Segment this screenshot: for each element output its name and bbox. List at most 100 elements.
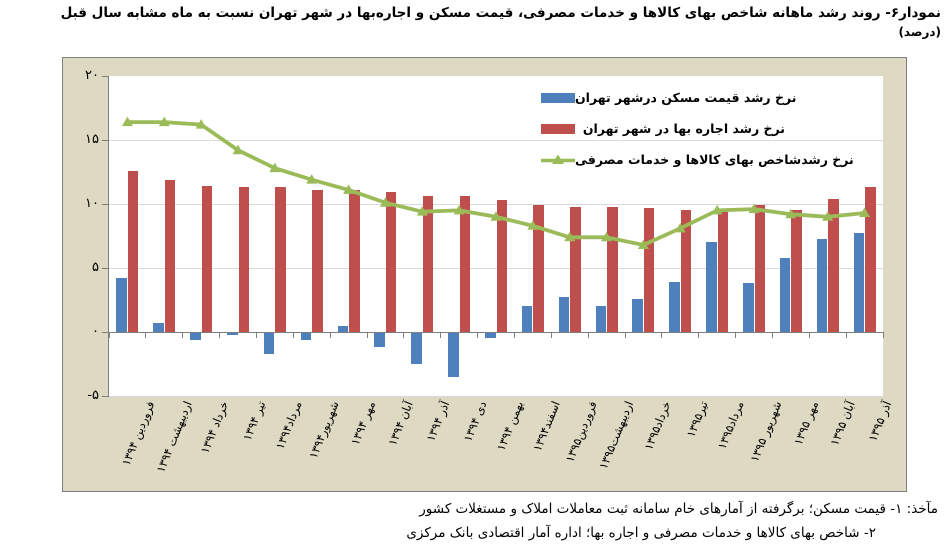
footnote-source-2: ۲- شاخص بهای کالاها و خدمات مصرفی و اجار… bbox=[406, 525, 876, 542]
x-axis-tick bbox=[403, 332, 405, 338]
bar-house-price-تیر ۱۳۹۴ bbox=[227, 332, 238, 335]
bar-house-price-آبان ۱۳۹۵ bbox=[816, 238, 828, 332]
y-axis-tick bbox=[102, 395, 109, 397]
cpi-marker-مهر ۱۳۹۴ bbox=[343, 184, 355, 194]
cpi-marker-خرداد ۱۳۹۴ bbox=[195, 119, 207, 129]
x-axis-tick bbox=[255, 332, 257, 338]
bar-rent-مهر ۱۳۹۴ bbox=[349, 189, 360, 332]
bar-rent-اردیبهشت ۱۳۹۴ bbox=[164, 179, 176, 332]
y-axis-tick bbox=[102, 139, 109, 141]
x-axis-label: آبان ۱۳۹۴ bbox=[384, 399, 416, 448]
gridline bbox=[109, 139, 883, 141]
bar-rent-آبان ۱۳۹۴ bbox=[385, 192, 397, 332]
bar-house-price-مهر ۱۳۹۵ bbox=[779, 257, 791, 332]
x-axis-label: شهریور ۱۳۹۵ bbox=[746, 399, 784, 464]
gridline bbox=[109, 395, 883, 397]
x-axis-label: دی ۱۳۹۴ bbox=[460, 399, 490, 444]
x-axis-tick bbox=[587, 332, 589, 338]
bar-rent-بهمن ۱۳۹۴ bbox=[496, 200, 507, 332]
x-axis-label: شهریور۱۳۹۴ bbox=[305, 399, 342, 461]
x-axis-tick bbox=[366, 332, 368, 338]
cpi-marker-تیر ۱۳۹۴ bbox=[232, 144, 244, 155]
bar-house-price-تیر۱۳۹۵ bbox=[669, 282, 680, 332]
cpi-marker-مرداد۱۳۹۴ bbox=[269, 162, 281, 173]
chart-title-text: نمودار۶- روند رشد ماهانه شاخص بهای کالاه… bbox=[60, 5, 941, 21]
x-axis-zero-line bbox=[109, 331, 883, 333]
bar-rent-اسفند۱۳۹۴ bbox=[533, 205, 544, 332]
x-axis-tick bbox=[735, 332, 737, 338]
cpi-marker-اردیبهشت ۱۳۹۴ bbox=[158, 116, 170, 127]
x-axis-label: مرداد۱۳۹۴ bbox=[272, 399, 305, 452]
legend-swatch-house-price bbox=[541, 92, 575, 103]
bar-house-price-فروردین ۱۳۹۴ bbox=[116, 278, 127, 332]
x-axis-label: خرداد ۱۳۹۴ bbox=[197, 399, 232, 456]
x-axis-label: مهر ۱۳۹۵ bbox=[790, 399, 821, 448]
legend-item-house-price: نرخ رشد قیمت مسکن درشهر تهران bbox=[541, 82, 796, 113]
gridline bbox=[109, 203, 883, 205]
cpi-marker-فروردین۱۳۹۵ bbox=[564, 231, 576, 242]
bar-rent-اردیبهشت۱۳۹۵ bbox=[607, 206, 618, 332]
bar-house-price-آذر ۱۳۹۵ bbox=[853, 233, 865, 332]
x-axis-tick bbox=[182, 332, 184, 338]
bar-rent-فروردین ۱۳۹۴ bbox=[127, 170, 139, 332]
x-axis-label: اسفند۱۳۹۴ bbox=[530, 399, 563, 454]
cpi-marker-دی ۱۳۹۴ bbox=[453, 204, 465, 215]
cpi-marker-خرداد۱۳۹۵ bbox=[637, 239, 649, 249]
x-axis-tick bbox=[329, 332, 331, 338]
x-axis-label: تیر ۱۳۹۴ bbox=[239, 399, 268, 443]
bar-house-price-خرداد ۱۳۹۴ bbox=[190, 332, 201, 340]
cpi-marker-اسفند۱۳۹۴ bbox=[527, 220, 539, 230]
x-axis-label: مرداد۱۳۹۵ bbox=[715, 399, 748, 452]
x-axis-label: تیر۱۳۹۵ bbox=[683, 399, 711, 440]
bar-rent-مهر ۱۳۹۵ bbox=[791, 210, 802, 332]
bar-house-price-فروردین۱۳۹۵ bbox=[558, 297, 570, 332]
legend-item-rent: نرخ رشد اجاره بها در شهر تهران bbox=[541, 113, 795, 144]
y-axis-label: ۱۵ bbox=[85, 132, 99, 147]
bar-rent-تیر۱۳۹۵ bbox=[680, 210, 692, 332]
chart-title-unit: (درصد) bbox=[898, 24, 941, 39]
bar-rent-خرداد ۱۳۹۴ bbox=[201, 186, 213, 332]
x-axis-tick bbox=[550, 332, 552, 338]
cpi-marker-آذر ۱۳۹۴ bbox=[416, 206, 428, 216]
x-axis-tick bbox=[698, 332, 700, 338]
bar-house-price-مرداد۱۳۹۵ bbox=[706, 242, 717, 332]
plot-area: نرخ رشد قیمت مسکن درشهر تهران نرخ رشد اج… bbox=[102, 75, 884, 397]
x-axis-label: آبان ۱۳۹۵ bbox=[827, 399, 858, 448]
x-axis-label: فروردین ۱۳۹۴ bbox=[118, 399, 158, 468]
x-axis-tick bbox=[513, 332, 515, 338]
legend-label-house-price: نرخ رشد قیمت مسکن درشهر تهران bbox=[575, 90, 797, 105]
y-axis-label: -۵ bbox=[87, 388, 99, 403]
bar-rent-مرداد۱۳۹۴ bbox=[275, 187, 286, 332]
bar-rent-تیر ۱۳۹۴ bbox=[238, 187, 249, 332]
x-axis-label: آذر ۱۳۹۴ bbox=[423, 399, 453, 444]
x-axis-tick bbox=[145, 332, 147, 338]
cpi-marker-آذر ۱۳۹۵ bbox=[859, 207, 871, 217]
y-axis-label: ۲۰ bbox=[85, 68, 99, 83]
x-axis-label: اردیبهشت ۱۳۹۴ bbox=[152, 399, 195, 475]
y-axis-tick bbox=[102, 203, 109, 205]
x-axis-label: اردیبهشت۱۳۹۵ bbox=[596, 399, 637, 472]
x-axis-tick bbox=[624, 332, 626, 338]
bar-rent-مرداد۱۳۹۵ bbox=[717, 211, 729, 332]
bar-rent-شهریور۱۳۹۴ bbox=[312, 189, 323, 332]
x-axis-tick bbox=[882, 332, 884, 338]
x-axis-label: خرداد۱۳۹۵ bbox=[641, 399, 674, 453]
cpi-marker-فروردین ۱۳۹۴ bbox=[121, 116, 133, 127]
cpi-marker-بهمن ۱۳۹۴ bbox=[490, 211, 502, 221]
cpi-marker-آبان ۱۳۹۵ bbox=[822, 211, 834, 221]
cpi-line-layer bbox=[121, 116, 871, 249]
x-axis-tick bbox=[292, 332, 294, 338]
bar-house-price-اسفند۱۳۹۴ bbox=[521, 306, 533, 332]
bar-house-price-بهمن ۱۳۹۴ bbox=[485, 332, 496, 339]
y-axis-tick bbox=[102, 267, 109, 269]
footnote-source-1: مآخذ: ۱- قیمت مسکن؛ برگرفته از آمارهای خ… bbox=[419, 501, 938, 517]
bar-rent-آذر ۱۳۹۴ bbox=[422, 196, 434, 332]
chart-title: نمودار۶- روند رشد ماهانه شاخص بهای کالاه… bbox=[36, 4, 941, 42]
x-axis-tick bbox=[661, 332, 663, 338]
legend-swatch-cpi-line bbox=[541, 154, 575, 164]
cpi-marker-شهریور۱۳۹۴ bbox=[306, 174, 318, 184]
legend-item-cpi: نرخ رشدشاخص بهای کالاها و خدمات مصرفی bbox=[541, 144, 854, 175]
legend-label-rent: نرخ رشد اجاره بها در شهر تهران bbox=[582, 121, 785, 136]
bar-house-price-شهریور۱۳۹۴ bbox=[300, 332, 312, 340]
